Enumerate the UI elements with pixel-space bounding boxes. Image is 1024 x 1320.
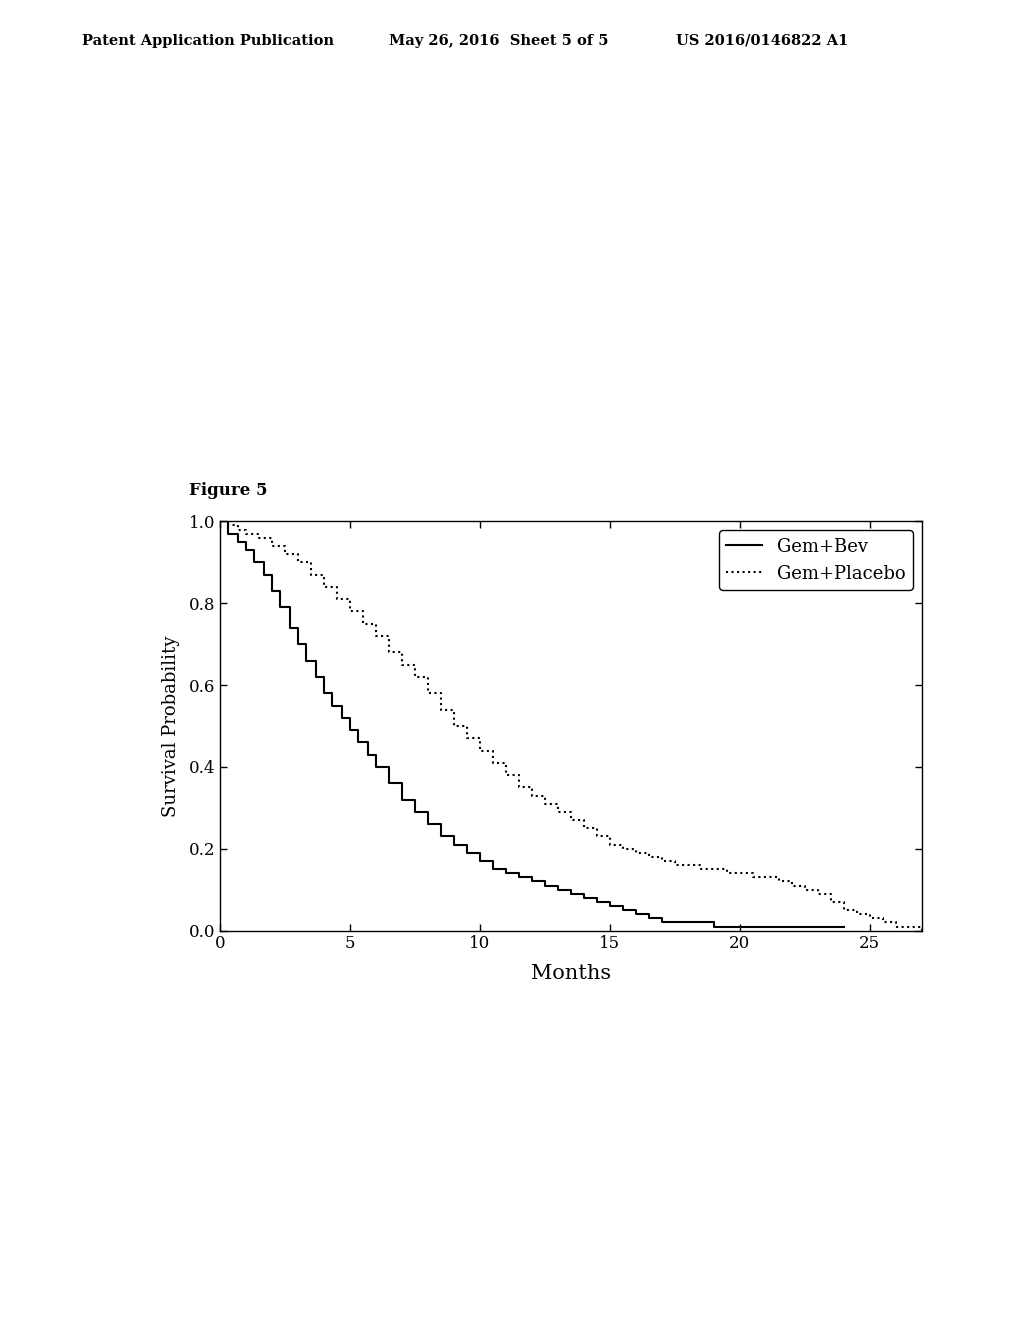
Gem+Placebo: [915, 923, 928, 939]
Gem+Placebo: [746, 870, 759, 886]
Gem+Bev: [222, 525, 234, 541]
Gem+Bev: [232, 533, 245, 549]
Gem+Bev: [682, 915, 694, 931]
Gem+Bev: [383, 775, 395, 791]
Gem+Bev: [616, 903, 629, 919]
Gem+Bev: [362, 747, 375, 763]
Gem+Bev: [292, 636, 304, 652]
Y-axis label: Survival Probability: Survival Probability: [163, 635, 180, 817]
Gem+Bev: [370, 759, 382, 775]
Gem+Bev: [565, 886, 578, 902]
Gem+Placebo: [222, 517, 234, 533]
Gem+Bev: [525, 874, 538, 890]
Gem+Bev: [240, 543, 252, 558]
Gem+Bev: [643, 911, 655, 927]
Text: Figure 5: Figure 5: [189, 482, 268, 499]
Line: Gem+Bev: Gem+Bev: [220, 521, 844, 927]
Gem+Bev: [733, 919, 745, 935]
Gem+Bev: [838, 919, 850, 935]
Gem+Bev: [310, 669, 323, 685]
Text: May 26, 2016  Sheet 5 of 5: May 26, 2016 Sheet 5 of 5: [389, 34, 608, 48]
Gem+Bev: [266, 583, 279, 599]
Gem+Bev: [500, 866, 512, 882]
Gem+Bev: [396, 792, 409, 808]
Gem+Bev: [630, 907, 642, 923]
Gem+Bev: [248, 554, 260, 570]
Gem+Bev: [708, 919, 720, 935]
Gem+Bev: [317, 685, 330, 701]
Gem+Bev: [326, 697, 338, 713]
Gem+Bev: [351, 734, 364, 750]
Gem+Bev: [461, 845, 473, 861]
Gem+Bev: [513, 870, 525, 886]
Gem+Placebo: [604, 837, 616, 853]
Gem+Bev: [604, 898, 616, 913]
Gem+Bev: [409, 804, 421, 820]
Gem+Placebo: [669, 857, 681, 873]
Gem+Bev: [435, 829, 447, 845]
Gem+Bev: [422, 816, 434, 832]
Gem+Bev: [273, 599, 286, 615]
Gem+Bev: [591, 894, 603, 909]
Line: Gem+Placebo: Gem+Placebo: [220, 521, 922, 931]
Gem+Bev: [214, 513, 226, 529]
Gem+Bev: [655, 915, 668, 931]
Gem+Bev: [284, 620, 297, 636]
Gem+Bev: [474, 853, 486, 869]
Gem+Bev: [336, 710, 348, 726]
Gem+Bev: [552, 882, 564, 898]
Gem+Bev: [812, 919, 824, 935]
Gem+Bev: [447, 837, 460, 853]
Gem+Placebo: [643, 849, 655, 865]
X-axis label: Months: Months: [530, 964, 611, 982]
Gem+Bev: [486, 862, 499, 878]
Text: Patent Application Publication: Patent Application Publication: [82, 34, 334, 48]
Gem+Bev: [300, 652, 312, 668]
Text: US 2016/0146822 A1: US 2016/0146822 A1: [676, 34, 848, 48]
Legend: Gem+Bev, Gem+Placebo: Gem+Bev, Gem+Placebo: [719, 531, 912, 590]
Gem+Placebo: [214, 513, 226, 529]
Gem+Bev: [258, 566, 270, 582]
Gem+Bev: [344, 722, 356, 738]
Gem+Bev: [539, 878, 551, 894]
Gem+Bev: [578, 890, 590, 906]
Gem+Bev: [785, 919, 798, 935]
Gem+Bev: [760, 919, 772, 935]
Gem+Placebo: [461, 730, 473, 746]
